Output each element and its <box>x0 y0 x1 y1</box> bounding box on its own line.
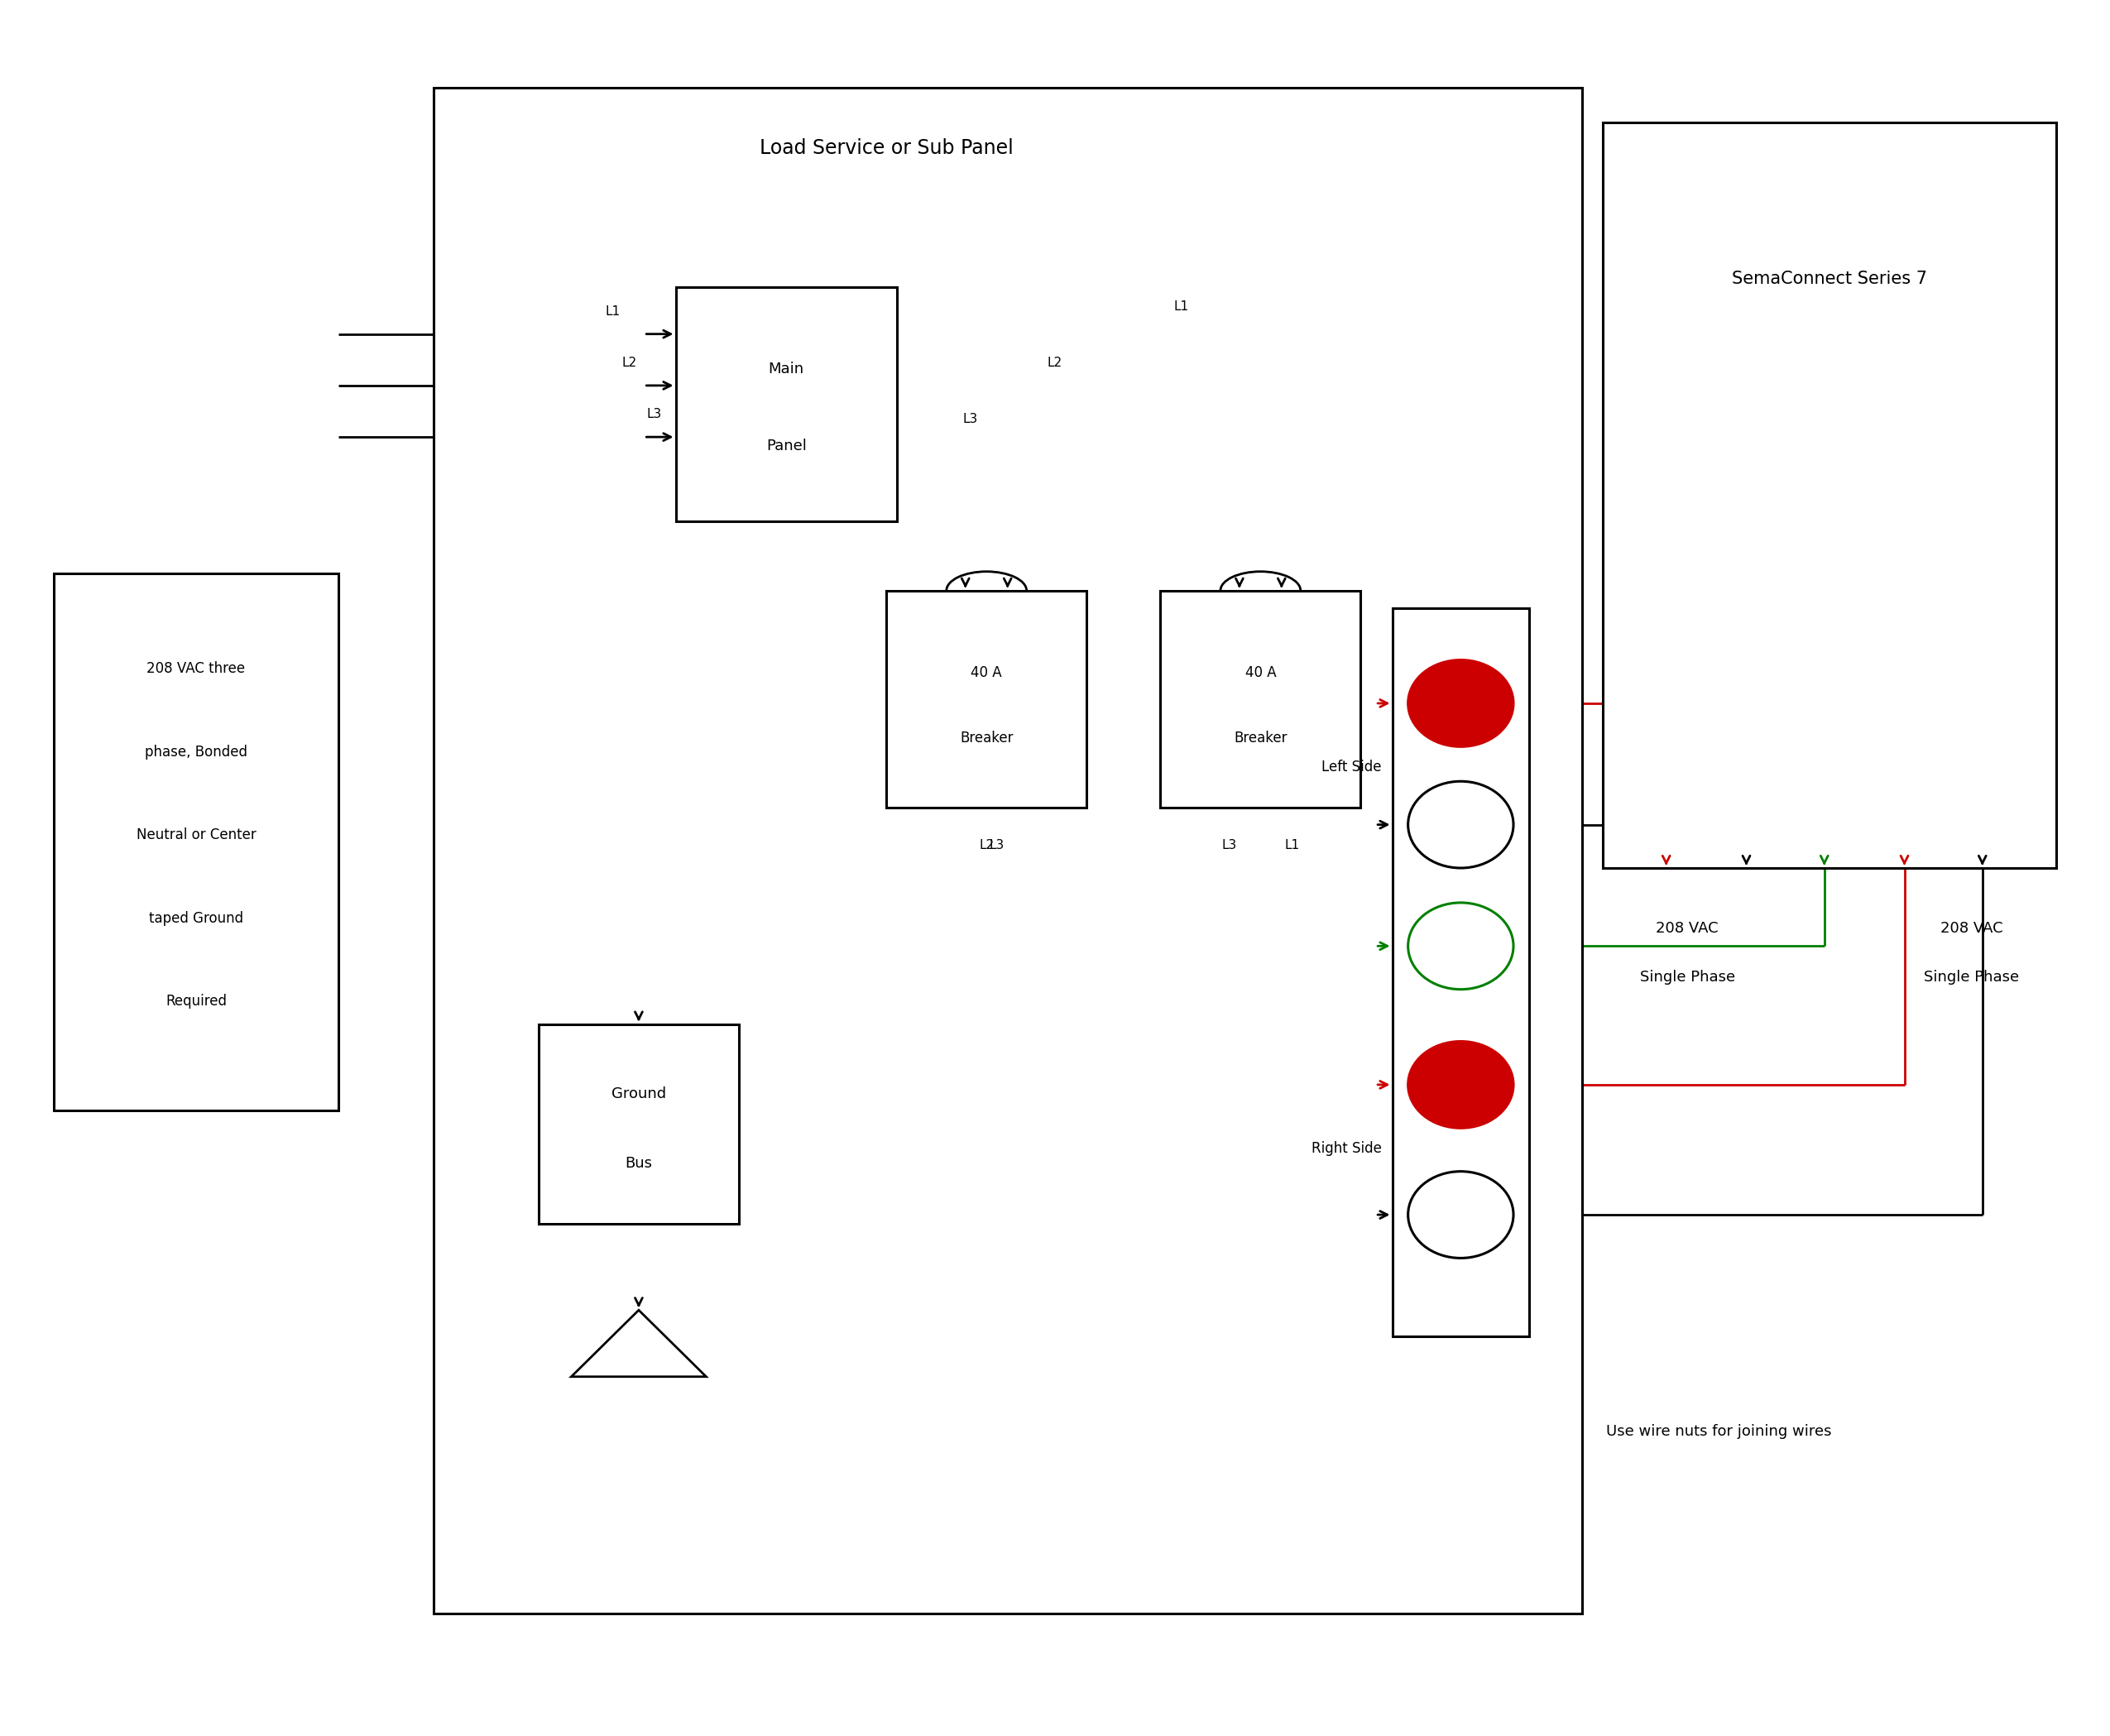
Text: 208 VAC: 208 VAC <box>1941 922 2002 936</box>
Text: L3: L3 <box>1222 838 1236 852</box>
Text: L2: L2 <box>979 838 994 852</box>
Bar <box>1393 608 1530 1337</box>
Text: L2: L2 <box>1047 358 1063 370</box>
Text: L2: L2 <box>622 358 637 370</box>
Text: Required: Required <box>165 995 226 1009</box>
Text: L3: L3 <box>962 413 979 425</box>
Text: 208 VAC: 208 VAC <box>1656 922 1720 936</box>
Text: Single Phase: Single Phase <box>1639 970 1734 984</box>
Text: L3: L3 <box>648 408 663 420</box>
Text: 40 A: 40 A <box>971 665 1002 681</box>
Text: Breaker: Breaker <box>1234 731 1287 745</box>
Text: Breaker: Breaker <box>960 731 1013 745</box>
Bar <box>433 89 1582 1613</box>
Text: Neutral or Center: Neutral or Center <box>137 828 255 842</box>
Text: L1: L1 <box>1285 838 1300 852</box>
Text: Panel: Panel <box>766 439 806 453</box>
Circle shape <box>1407 781 1513 868</box>
Bar <box>538 1024 738 1224</box>
Text: L1: L1 <box>606 306 620 318</box>
Bar <box>886 590 1087 807</box>
Text: Single Phase: Single Phase <box>1924 970 2019 984</box>
Text: L1: L1 <box>1173 300 1188 312</box>
Circle shape <box>1407 660 1513 746</box>
Circle shape <box>1407 1042 1513 1128</box>
Text: Bus: Bus <box>625 1156 652 1172</box>
Bar <box>55 573 338 1111</box>
Circle shape <box>1407 903 1513 990</box>
Text: 40 A: 40 A <box>1245 665 1277 681</box>
Text: Use wire nuts for joining wires: Use wire nuts for joining wires <box>1606 1424 1831 1439</box>
Text: phase, Bonded: phase, Bonded <box>146 745 247 759</box>
Text: Main: Main <box>768 361 804 377</box>
Text: 208 VAC three: 208 VAC three <box>148 661 245 675</box>
Text: Ground: Ground <box>612 1087 667 1101</box>
Bar <box>1160 590 1361 807</box>
Text: L3: L3 <box>990 838 1004 852</box>
Bar <box>1604 123 2055 868</box>
Text: taped Ground: taped Ground <box>150 911 243 925</box>
Circle shape <box>1407 1172 1513 1259</box>
Bar <box>675 286 897 521</box>
Text: Right Side: Right Side <box>1312 1141 1382 1156</box>
Text: Left Side: Left Side <box>1321 760 1382 774</box>
Text: SemaConnect Series 7: SemaConnect Series 7 <box>1732 271 1926 286</box>
Text: Load Service or Sub Panel: Load Service or Sub Panel <box>760 139 1013 158</box>
